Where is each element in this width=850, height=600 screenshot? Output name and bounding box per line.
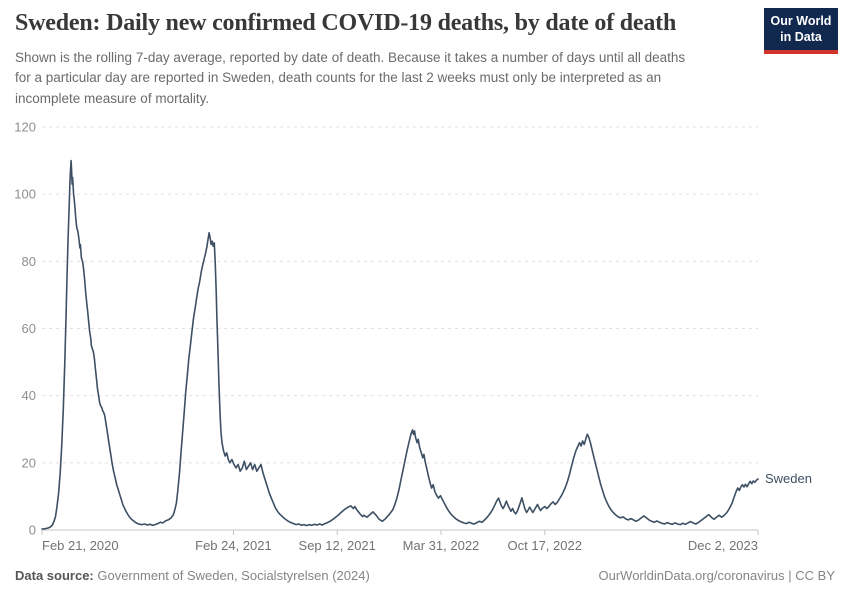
subtitle-line-2: for a particular day are reported in Swe… [15,70,662,86]
subtitle-line-1: Shown is the rolling 7-day average, repo… [15,49,686,65]
y-tick-label-120: 120 [14,120,36,135]
y-tick-label-20: 20 [22,455,36,470]
series-end-label-sweden: Sweden [765,471,812,486]
subtitle-line-3: incomplete measure of mortality. [15,90,210,106]
series-line-sweden [41,159,759,530]
y-tick-label-80: 80 [22,254,36,269]
x-tick-label: Oct 17, 2022 [508,538,582,553]
x-tick-label: Feb 24, 2021 [195,538,272,553]
x-tick-label: Dec 2, 2023 [688,538,758,553]
owid-logo-text-line2: in Data [780,29,822,44]
owid-logo: Our World in Data [764,8,838,55]
license-note: OurWorldinData.org/coronavirus | CC BY [598,568,835,583]
y-tick-label-0: 0 [29,523,36,538]
x-tick-label: Mar 31, 2022 [403,538,480,553]
chart-footer: Data source: Government of Sweden, Socia… [15,568,835,583]
y-tick-label-100: 100 [14,187,36,202]
data-source-text: Government of Sweden, Socialstyrelsen (2… [93,568,370,583]
owid-logo-text-line1: Our World [770,14,832,28]
chart-header: Sweden: Daily new confirmed COVID-19 dea… [15,10,755,109]
data-source-note: Data source: Government of Sweden, Socia… [15,568,370,583]
data-source-label: Data source: [15,568,94,583]
y-tick-label-60: 60 [22,321,36,336]
x-tick-label: Sep 12, 2021 [299,538,376,553]
chart-title: Sweden: Daily new confirmed COVID-19 dea… [15,10,677,36]
x-tick-label: Feb 21, 2020 [42,538,119,553]
chart-subtitle: Shown is the rolling 7-day average, repo… [15,48,755,110]
y-tick-label-40: 40 [22,388,36,403]
